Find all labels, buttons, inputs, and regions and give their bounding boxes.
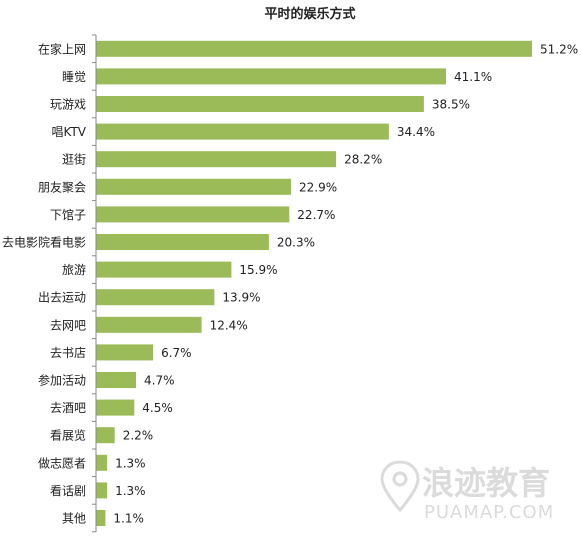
category-label-12: 参加活动 [38, 373, 86, 388]
value-label-13: 4.5% [142, 401, 173, 415]
value-label-12: 4.7% [144, 374, 175, 388]
bar-14 [96, 427, 115, 444]
value-label-6: 22.7% [297, 208, 335, 222]
value-label-3: 34.4% [397, 125, 435, 139]
watermark-cn: 浪迹教育 [422, 464, 550, 502]
category-label-14: 看展览 [50, 428, 86, 443]
map-pin-icon [380, 460, 420, 513]
bar-11 [96, 344, 154, 361]
category-label-9: 出去运动 [38, 291, 86, 305]
category-label-0: 在家上网 [38, 41, 86, 56]
category-label-11: 去书店 [50, 346, 86, 360]
value-label-1: 41.1% [454, 70, 492, 84]
category-label-5: 朋友聚会 [38, 180, 86, 194]
value-label-10: 12.4% [210, 318, 248, 332]
bar-12 [96, 372, 136, 388]
bar-6 [96, 206, 290, 223]
bar-10 [96, 316, 202, 333]
value-label-11: 6.7% [161, 346, 192, 360]
category-label-7: 去电影院看电影 [2, 236, 86, 250]
value-label-8: 15.9% [239, 263, 277, 277]
bar-4 [96, 151, 337, 168]
category-label-4: 逛街 [62, 153, 86, 167]
watermark: 浪迹教育 PUAMAP.COM [380, 460, 554, 523]
value-label-5: 22.9% [299, 180, 337, 194]
value-label-0: 51.2% [540, 42, 578, 56]
category-label-3: 唱KTV [52, 125, 87, 139]
category-label-16: 看话剧 [50, 484, 86, 498]
value-label-15: 1.3% [115, 456, 146, 470]
bar-5 [96, 178, 291, 195]
category-label-8: 旅游 [62, 263, 86, 277]
watermark-en: PUAMAP.COM [424, 502, 554, 523]
value-label-9: 13.9% [222, 291, 260, 305]
bar-17 [96, 510, 106, 526]
bar-16 [96, 482, 108, 499]
value-label-17: 1.1% [113, 512, 143, 526]
value-label-14: 2.2% [123, 429, 154, 443]
bar-1 [96, 68, 446, 85]
value-label-16: 1.3% [115, 484, 146, 498]
bar-8 [96, 261, 232, 278]
bar-2 [96, 96, 424, 112]
bar-9 [96, 289, 215, 306]
chart-title: 平时的娱乐方式 [264, 6, 355, 22]
bar-15 [96, 454, 108, 471]
bar-13 [96, 399, 135, 416]
category-label-13: 去酒吧 [50, 401, 86, 415]
bar-0 [96, 40, 532, 57]
category-label-2: 玩游戏 [50, 98, 86, 112]
value-label-4: 28.2% [344, 153, 382, 167]
bar-7 [96, 234, 269, 250]
value-label-7: 20.3% [277, 236, 315, 250]
category-label-17: 其他 [62, 512, 86, 526]
category-label-1: 睡觉 [62, 70, 86, 84]
category-label-15: 做志愿者 [38, 455, 86, 470]
value-label-2: 38.5% [432, 98, 470, 112]
category-label-10: 去网吧 [50, 318, 86, 332]
category-label-6: 下馆子 [50, 207, 86, 222]
bar-3 [96, 123, 389, 140]
bars-group: 在家上网 51.2% 睡觉 41.1% 玩游戏 38.5% 唱KTV 34.4% 逛街 28.2%… [2, 34, 578, 533]
